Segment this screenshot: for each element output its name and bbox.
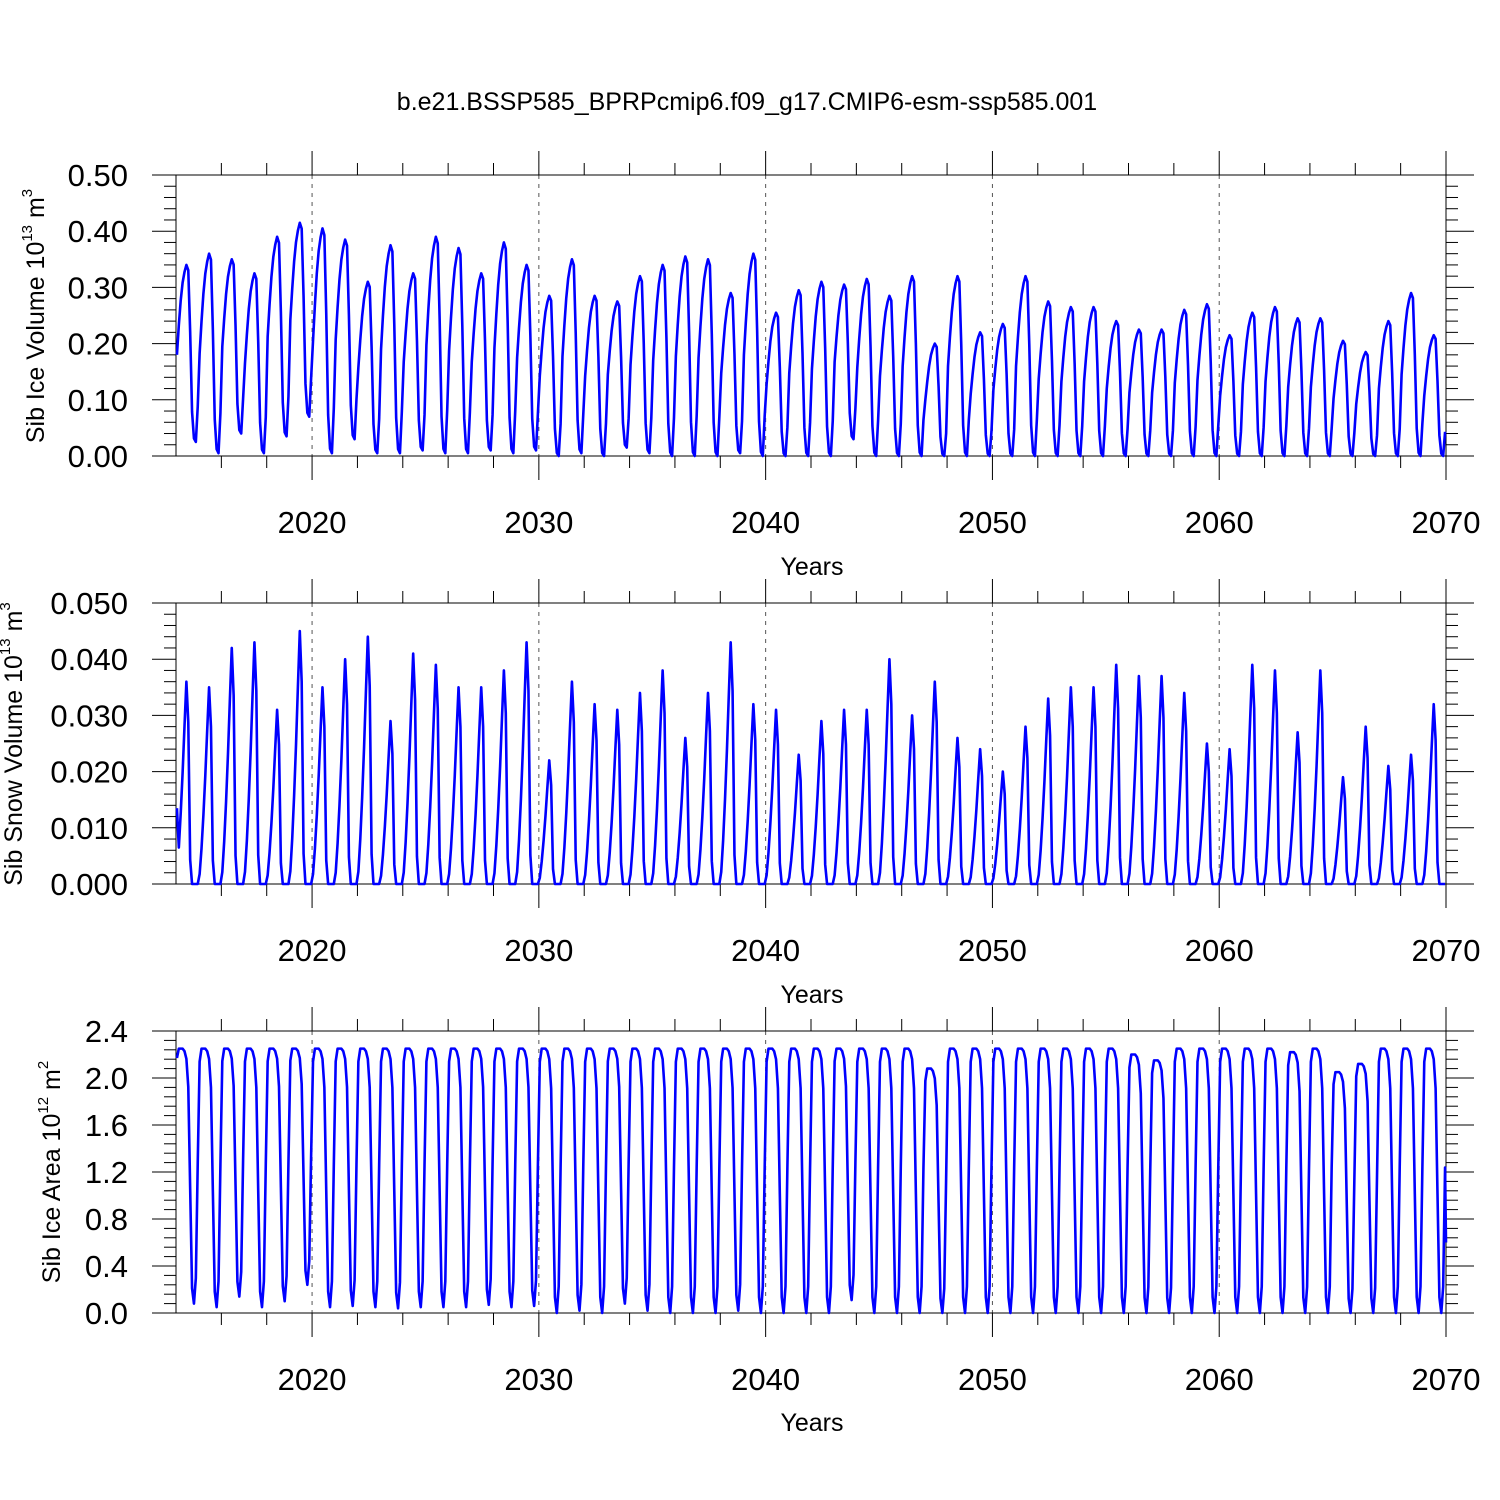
y-tick-label: 1.6 [85,1108,128,1143]
x-tick-label: 2030 [504,933,573,968]
ylabel-unit: m [38,1069,66,1097]
y-tick-label: 1.2 [85,1155,128,1190]
y-tick-label: 2.4 [85,1014,128,1049]
x-tick-label: 2020 [278,933,347,968]
x-tick-label: 2040 [731,505,800,540]
x-tick-label: 2060 [1185,505,1254,540]
ylabel-unit-exponent: 2 [35,1061,52,1069]
y-tick-label: 0.50 [68,158,128,193]
y-tick-label: 0.000 [50,867,128,902]
ylabel-main: Sib Ice Area 10 [38,1114,66,1284]
x-tick-label: 2070 [1412,933,1481,968]
x-tick-label: 2060 [1185,1362,1254,1397]
x-tick-label: 2030 [504,1362,573,1397]
ylabel-unit-exponent: 3 [19,189,36,197]
y-tick-label: 0.00 [68,439,128,474]
x-tick-label: 2070 [1412,505,1481,540]
x-tick-label: 2060 [1185,933,1254,968]
ylabel-main: Sib Snow Volume 10 [0,655,28,886]
x-tick-label: 2050 [958,505,1027,540]
ylabel-ice-volume: Sib Ice Volume 1013 m3 [19,189,50,443]
xlabel-ice-area: Years [780,1409,843,1437]
y-tick-label: 0.030 [50,698,128,733]
y-tick-label: 0.010 [50,811,128,846]
ylabel-main: Sib Ice Volume 10 [22,242,50,444]
x-tick-label: 2050 [958,1362,1027,1397]
x-tick-label: 2020 [278,505,347,540]
panel-ice-volume: Sib Ice Volume 1013 m3 Years 0.00 0.10 0.2… [19,151,1480,581]
ylabel-ice-area: Sib Ice Area 1012 m2 [35,1061,66,1283]
figure-title: b.e21.BSSP585_BPRPcmip6.f09_g17.CMIP6-es… [397,88,1097,116]
x-tick-label: 2040 [731,933,800,968]
y-tick-label: 0.8 [85,1202,128,1237]
panel-ice-area: Sib Ice Area 1012 m2 Years 0.0 0.4 0.8 1.2 1… [35,1007,1480,1437]
y-tick-label: 0.0 [85,1296,128,1331]
x-tick-label: 2020 [278,1362,347,1397]
y-tick-label: 0.30 [68,270,128,305]
y-tick-label: 0.10 [68,383,128,418]
y-tick-label: 0.050 [50,586,128,621]
series-line [175,1047,1448,1315]
x-tick-label: 2070 [1412,1362,1481,1397]
x-tick-label: 2030 [504,505,573,540]
y-tick-label: 0.20 [68,327,128,362]
ylabel-exponent: 13 [0,638,14,655]
xlabel-ice-volume: Years [780,553,843,581]
ylabel-snow-volume: Sib Snow Volume 1013 m3 [0,602,28,886]
series-line [175,221,1447,458]
ylabel-unit-exponent: 3 [0,602,14,610]
ylabel-unit: m [22,197,50,225]
panel-snow-volume: Sib Snow Volume 1013 m3 Years 0.000 0.010… [0,579,1480,1009]
x-tick-label: 2050 [958,933,1027,968]
series-line [175,629,1446,886]
y-tick-label: 0.040 [50,642,128,677]
xlabel-snow-volume: Years [780,981,843,1009]
y-tick-label: 2.0 [85,1061,128,1096]
y-tick-label: 0.020 [50,755,128,790]
y-tick-label: 0.4 [85,1249,128,1284]
y-tick-label: 0.40 [68,214,128,249]
ylabel-unit: m [0,611,28,639]
ylabel-exponent: 12 [35,1097,52,1114]
ylabel-exponent: 13 [19,225,36,242]
x-tick-label: 2040 [731,1362,800,1397]
